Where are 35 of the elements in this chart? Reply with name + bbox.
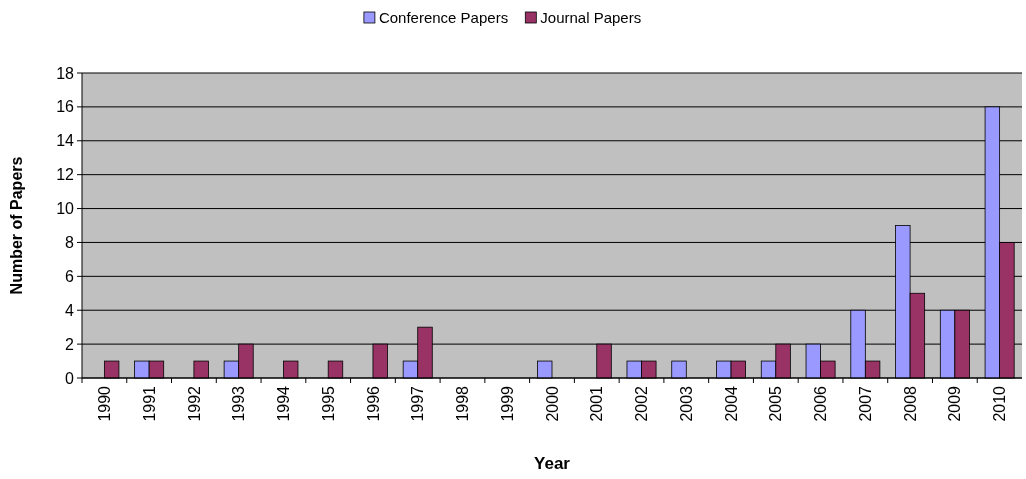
y-tick-label: 0	[65, 369, 75, 387]
x-tick-label: 2004	[722, 385, 740, 422]
x-tick-label: 1998	[454, 385, 472, 422]
y-tick-label: 14	[56, 132, 75, 150]
x-tick-label: 2009	[946, 385, 964, 422]
y-tick-label: 10	[56, 200, 75, 218]
y-tick-label: 8	[65, 234, 75, 252]
x-tick-label: 2006	[812, 385, 830, 422]
x-tick-label: 1995	[319, 385, 337, 422]
x-tick-label: 2001	[588, 385, 606, 422]
x-tick-label: 2003	[677, 385, 695, 422]
y-tick-label: 12	[56, 166, 75, 184]
legend-label: Conference Papers	[378, 9, 509, 27]
y-tick-label: 6	[65, 267, 75, 285]
x-tick-label: 2007	[856, 385, 874, 422]
y-tick-label: 16	[56, 98, 75, 116]
y-tick-label: 4	[65, 301, 75, 319]
x-tick-label: 1997	[409, 385, 427, 422]
x-tick-label: 2008	[901, 385, 919, 422]
legend-label: Journal Papers	[540, 9, 642, 27]
x-tick-label: 1993	[230, 385, 248, 422]
x-tick-label: 1992	[185, 385, 203, 422]
y-tick-label: 2	[65, 335, 75, 353]
x-tick-label: 1994	[275, 385, 293, 422]
x-tick-label: 1990	[95, 385, 113, 422]
x-tick-label: 1991	[140, 385, 158, 422]
x-tick-label: 1996	[364, 385, 382, 422]
x-tick-label: 2005	[767, 385, 785, 422]
x-tick-label: 2000	[543, 385, 561, 422]
x-tick-label: 2010	[991, 385, 1009, 422]
x-tick-label: 1999	[498, 385, 516, 422]
x-axis-title: Year	[534, 454, 571, 473]
y-tick-label: 18	[56, 64, 75, 82]
x-tick-label: 2002	[633, 385, 651, 422]
y-axis-title: Number of Papers	[8, 156, 25, 295]
